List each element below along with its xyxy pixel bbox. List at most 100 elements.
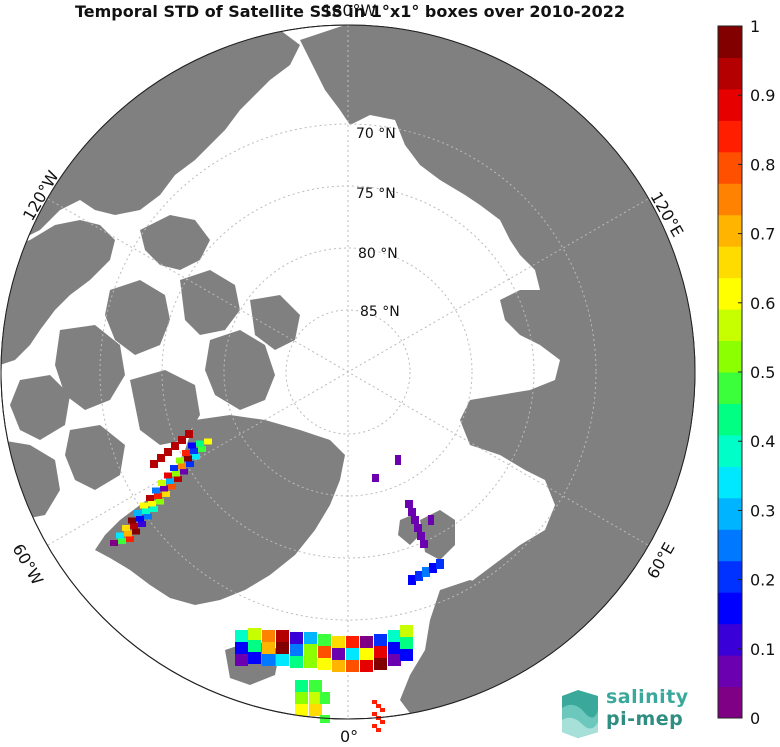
sss-std-box [152,487,160,494]
sss-std-box [196,440,204,447]
sss-std-box [150,506,158,512]
sss-std-box [126,536,134,542]
sss-std-box [180,468,188,475]
sss-std-box [395,455,401,465]
sss-std-box [132,528,140,535]
lat-label-70: 70 °N [356,126,396,142]
sss-std-box [276,642,289,654]
sss-std-box [405,500,413,508]
sss-std-box [346,648,359,660]
sss-std-box [170,465,178,471]
sss-std-box [304,632,317,644]
colorbar-block [718,183,742,216]
sss-std-box [128,517,136,524]
sss-std-box [192,453,200,460]
sss-std-box [436,559,444,569]
sss-std-box [184,455,192,462]
sss-std-box [154,493,162,499]
colorbar-tick-label: 0 [750,709,760,728]
colorbar-tick-label: 0.2 [750,571,775,590]
sss-std-box [190,448,198,454]
colorbar-block [718,246,742,279]
sss-std-box [408,508,416,516]
sss-std-box [178,463,186,469]
map-title: Temporal STD of Satellite SSS in 1°x1° b… [74,2,626,21]
sss-std-box [388,630,401,642]
sss-std-box [176,457,184,464]
sss-std-box [178,436,186,444]
colorbar-block [718,560,742,593]
sss-std-box [376,704,381,708]
colorbar-tick-label: 0.9 [750,86,775,105]
colorbar-block [718,655,742,688]
colorbar-block [718,151,742,184]
sss-std-box [295,680,308,692]
sss-std-box [144,513,152,520]
colorbar-block [718,686,742,719]
sss-std-box [372,712,377,716]
colorbar-tick-label: 0.6 [750,294,775,313]
colorbar-block [718,372,742,404]
sss-std-box [318,658,331,670]
sss-std-box [346,660,359,672]
sss-std-box [186,461,194,467]
logo-line-1: salinity [606,686,689,708]
sss-std-box [388,654,401,666]
graticule [47,25,649,719]
sss-std-box [164,448,172,456]
sss-std-box [309,680,322,692]
sss-std-box [380,708,385,712]
sss-std-box [156,498,164,505]
sss-std-box [411,516,419,524]
colorbar-block [718,57,742,90]
sss-std-box [346,636,359,648]
sss-std-box [318,634,331,646]
colorbar-ticks: 0 0.1 0.2 0.3 0.4 0.5 0.6 0.7 0.8 0.9 1 [738,17,775,728]
sss-std-box [332,660,345,672]
logo-mark [562,690,598,738]
colorbar-block [718,529,742,562]
sss-std-box [422,567,430,577]
sss-std-box [262,642,275,654]
colorbar-block [718,434,742,467]
colorbar-block [718,214,742,247]
sss-std-box [417,532,425,540]
lat-label-75: 75 °N [356,186,396,202]
sss-std-box [142,508,150,514]
lat-label-80: 80 °N [358,246,398,262]
sss-std-box [248,628,261,640]
sss-std-box [309,692,322,704]
sss-std-box [360,636,373,648]
lat-label-85: 85 °N [360,304,400,320]
sss-std-box [295,704,308,716]
sss-std-box [166,478,174,484]
sss-std-box [372,724,377,728]
sss-std-box [146,495,154,501]
sss-std-box [118,538,126,544]
colorbar-block [718,26,742,58]
sss-std-box [130,523,138,529]
sss-std-box [420,540,428,548]
sss-std-box [374,634,387,646]
logo-line-2: pi-mep [606,708,684,730]
sss-std-box [360,648,373,660]
polar-map: 70 °N 75 °N 80 °N 85 °N 180°W 120°W 120°… [0,1,696,746]
sss-std-box [168,483,176,490]
sss-std-box [235,642,248,654]
sss-std-box [372,474,379,482]
sss-std-box [148,500,156,507]
sss-std-box [248,652,261,664]
sss-std-box [318,646,331,658]
sss-std-box [150,460,158,468]
sss-std-box [188,442,196,449]
sss-std-box [174,476,182,482]
colorbar-tick-label: 0.4 [750,432,775,451]
colorbar-block [718,309,742,342]
sss-std-box [134,510,142,516]
sss-std-box [380,720,385,724]
sss-std-box [122,525,130,531]
colorbar-tick-label: 0.3 [750,501,775,520]
colorbar-tick-label: 0.8 [750,155,775,174]
sss-std-box [290,656,303,668]
colorbar-block [718,592,742,625]
